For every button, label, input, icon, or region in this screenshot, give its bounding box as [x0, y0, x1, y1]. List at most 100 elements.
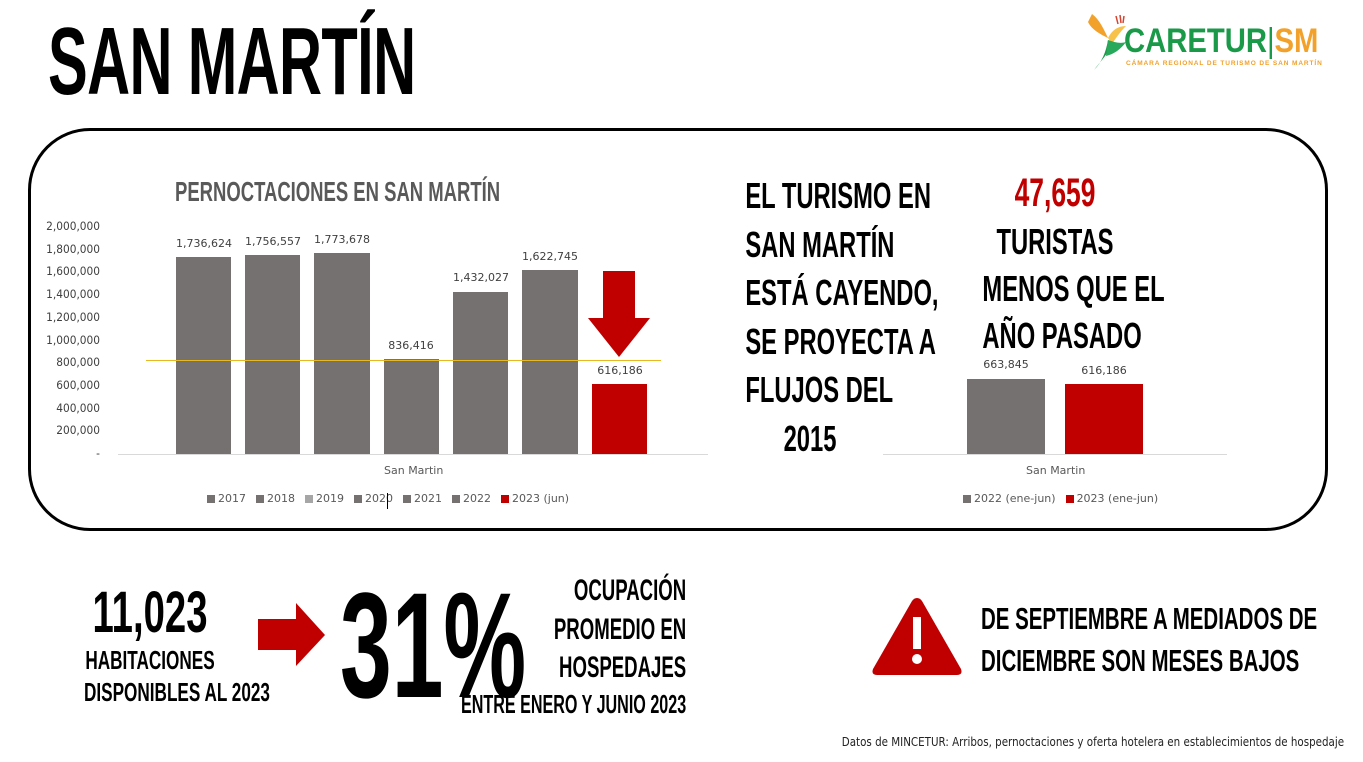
occupancy-line: OCUPACIÓN: [573, 574, 686, 607]
y-tick: 1,600,000: [46, 264, 100, 278]
rooms-number: 11,023: [92, 580, 208, 645]
chart-panel-frame: [28, 128, 1328, 531]
bar-2019: [314, 253, 370, 454]
x-category-label: San Martin: [1026, 464, 1086, 477]
legend-swatch: [1065, 494, 1074, 503]
bar-value-label: 1,432,027: [453, 271, 509, 284]
legend-swatch: [305, 494, 313, 503]
legend-label: 2017: [218, 492, 246, 505]
bar-value-label: 663,845: [983, 358, 1029, 371]
occupancy-description: OCUPACIÓN PROMEDIO EN HOSPEDAJES ENTRE E…: [323, 572, 686, 720]
y-tick: 400,000: [56, 401, 100, 415]
legend-label: 2023 (jun): [512, 492, 570, 505]
page-title: SAN MARTÍN: [48, 8, 416, 115]
stat-line: TURISTAS: [996, 221, 1114, 262]
legend-item-2021: 2021: [403, 492, 442, 505]
bar-2023-ene-jun: [1065, 384, 1143, 454]
message-line: ESTÁ CAYENDO,: [745, 272, 939, 313]
bar-2017: [176, 257, 231, 454]
warning-triangle-icon: [872, 598, 962, 675]
logo-subtitle: CÁMARA REGIONAL DE TURISMO DE SAN MARTÍN: [1126, 60, 1323, 67]
legend-label: 2018: [267, 492, 295, 505]
reference-line: [146, 360, 661, 361]
logo: CARETUR|SM CÁMARA REGIONAL DE TURISMO DE…: [1086, 10, 1322, 72]
message-line: EL TURISMO EN: [745, 175, 932, 216]
bar-value-label: 1,736,624: [176, 237, 232, 250]
warning-line: DICIEMBRE SON MESES BAJOS: [981, 643, 1300, 678]
hummingbird-icon: [1088, 14, 1126, 70]
message-line: FLUJOS DEL: [745, 369, 894, 410]
bar-value-label: 1,773,678: [314, 233, 370, 246]
bar-2022-ene-jun: [967, 379, 1045, 454]
center-message: EL TURISMO EN SAN MARTÍN ESTÁ CAYENDO, S…: [712, 172, 939, 463]
legend-label: 2020: [365, 492, 393, 505]
tourist-drop-stat: 47,659 TURISTAS MENOS QUE EL AÑO PASADO: [945, 168, 1165, 359]
legend-item-2023-ene-jun: 2023 (ene-jun): [1065, 492, 1159, 505]
legend-item-2023-jun: 2023 (jun): [501, 492, 569, 505]
logo-word-green: CARETUR: [1124, 22, 1267, 60]
legend-label: 2022 (ene-jun): [974, 492, 1056, 505]
bar-value-label: 616,186: [1081, 364, 1127, 377]
right-arrow-icon: [258, 603, 325, 666]
occupancy-percent: 31%: [340, 561, 527, 729]
legend-label: 2019: [316, 492, 344, 505]
bar-2022: [522, 270, 578, 454]
legend-swatch: [207, 494, 215, 503]
chart-legend: 2017 2018 2019 2020 2021 2022 2023 (jun): [207, 492, 569, 505]
y-tick: 800,000: [56, 355, 100, 369]
occupancy-period: ENTRE ENERO Y JUNIO 2023: [460, 688, 686, 719]
legend-item-2022-ene-jun: 2022 (ene-jun): [963, 492, 1056, 505]
legend-label: 2021: [414, 492, 442, 505]
legend-swatch: [256, 494, 264, 503]
legend-swatch: [501, 494, 509, 503]
stat-line: AÑO PASADO: [982, 315, 1142, 356]
legend-label: 2023 (ene-jun): [1076, 492, 1159, 505]
bar-2021: [453, 292, 508, 454]
y-tick: 200,000: [56, 423, 100, 437]
rooms-label: DISPONIBLES AL 2023: [84, 677, 270, 707]
rooms-stat: 11,023 HABITACIONES DISPONIBLES AL 2023: [50, 580, 270, 708]
y-tick: 1,000,000: [46, 333, 100, 347]
bar-value-label: 1,756,557: [245, 235, 301, 248]
y-tick: 1,200,000: [46, 310, 100, 324]
legend-item-2017: 2017: [207, 492, 246, 505]
logo-separator: |: [1266, 22, 1275, 60]
x-axis-line: [118, 454, 708, 455]
y-tick: 1,400,000: [46, 287, 100, 301]
warning-message: DE SEPTIEMBRE A MEDIADOS DE DICIEMBRE SO…: [981, 598, 1363, 682]
bar-value-label: 616,186: [597, 364, 643, 377]
comparison-x-axis-line: [883, 454, 1227, 455]
stat-line: MENOS QUE EL: [982, 268, 1165, 309]
message-line: SAN MARTÍN: [745, 223, 895, 265]
bar-2020: [384, 359, 439, 454]
legend-item-2020: 2020: [354, 492, 393, 505]
bar-value-label: 836,416: [388, 339, 434, 352]
legend-item-2018: 2018: [256, 492, 295, 505]
down-arrow-icon: [588, 271, 650, 357]
source-note: Datos de MINCETUR: Arribos, pernoctacion…: [841, 735, 1344, 749]
legend-label: 2022: [463, 492, 491, 505]
y-tick: 2,000,000: [46, 219, 100, 233]
legend-swatch: [452, 494, 460, 503]
rooms-label: HABITACIONES: [85, 645, 215, 675]
occupancy-line: PROMEDIO EN: [553, 612, 686, 646]
bar-value-label: 1,622,745: [522, 250, 578, 263]
legend-swatch: [963, 494, 971, 503]
logo-wordmark: CARETUR|SM: [1124, 24, 1318, 58]
legend-item-2022: 2022: [452, 492, 491, 505]
bar-2018: [245, 255, 300, 454]
legend-swatch: [354, 494, 362, 503]
chart-title: PERNOCTACIONES EN SAN MARTÍN: [175, 176, 501, 207]
tourist-drop-number: 47,659: [1014, 171, 1096, 215]
legend-item-2019: 2019: [305, 492, 344, 505]
legend-swatch: [403, 494, 411, 503]
message-line: SE PROYECTA A: [745, 320, 936, 362]
logo-word-orange: SM: [1274, 22, 1319, 60]
comparison-legend: 2022 (ene-jun) 2023 (ene-jun): [963, 492, 1158, 505]
y-tick: 1,800,000: [46, 242, 100, 256]
text-cursor: [387, 493, 388, 509]
bar-2023-jun: [592, 384, 647, 454]
occupancy-line: HOSPEDAJES: [558, 651, 686, 684]
y-tick: 600,000: [56, 378, 100, 392]
warning-line: DE SEPTIEMBRE A MEDIADOS DE: [981, 601, 1318, 636]
